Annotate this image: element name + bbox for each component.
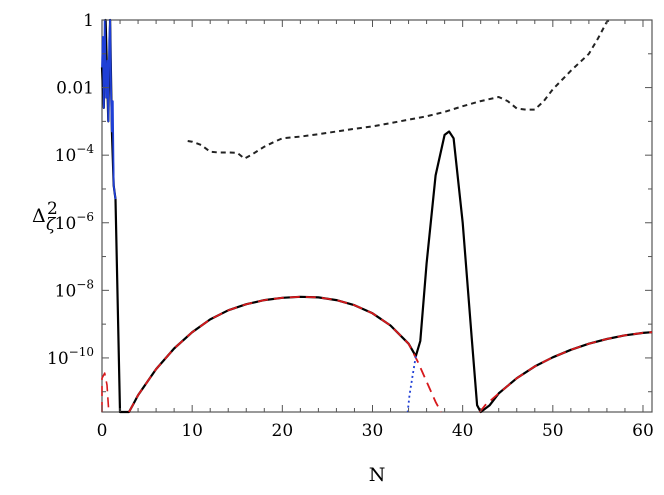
series-line-0	[100, 18, 653, 414]
y-tick-label: 10−10	[47, 345, 94, 369]
ticks-layer: 0 10 20 30 40 50 60 1 0.01 10−4 10−6 10−8 10−10	[47, 11, 654, 441]
y-tick-label: 10−4	[55, 142, 95, 166]
x-tick-label: 30	[362, 421, 384, 441]
svg-text:2: 2	[47, 199, 58, 219]
series-line-3	[101, 372, 110, 413]
y-tick-label: 1	[83, 11, 94, 31]
series-line-4	[406, 356, 417, 413]
svg-text:ζ: ζ	[46, 215, 57, 235]
series-line-6	[187, 19, 611, 160]
svg-text:Δ: Δ	[32, 205, 46, 227]
y-tick-label: 0.01	[56, 79, 94, 99]
x-axis-title: N	[369, 464, 386, 486]
y-axis-title: Δ 2 ζ	[32, 199, 58, 235]
x-tick-label: 0	[97, 421, 108, 441]
x-tick-label: 40	[452, 421, 474, 441]
x-tick-label: 60	[632, 421, 654, 441]
series-layer	[100, 18, 653, 414]
series-line-5	[101, 19, 117, 200]
series-line-1	[128, 295, 442, 413]
y-tick-label: 10−6	[55, 210, 94, 234]
y-tick-label: 10−8	[55, 277, 94, 301]
x-tick-label: 50	[542, 421, 564, 441]
x-tick-label: 10	[181, 421, 203, 441]
plot-frame	[101, 19, 653, 413]
series-line-2	[479, 331, 653, 413]
x-tick-label: 20	[272, 421, 294, 441]
